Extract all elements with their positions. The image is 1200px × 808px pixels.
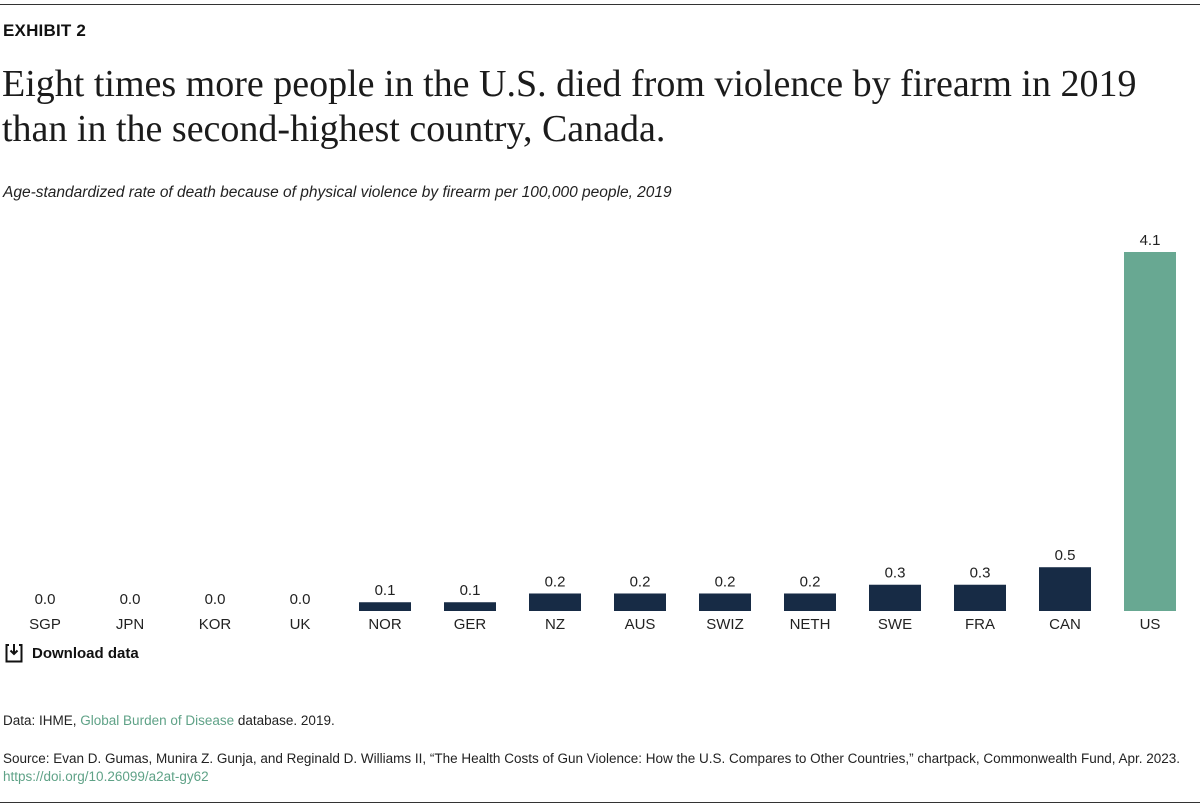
bar [699, 593, 751, 611]
value-label: 0.2 [715, 573, 736, 590]
download-icon [5, 644, 23, 663]
x-tick-label: SWE [878, 616, 912, 633]
download-label[interactable]: Download data [32, 644, 139, 662]
bar [954, 584, 1006, 611]
value-label: 0.0 [205, 591, 226, 608]
source-note: Source: Evan D. Gumas, Munira Z. Gunja, … [3, 750, 1193, 786]
data-note-prefix: Data: IHME, [3, 713, 81, 728]
source-link[interactable]: https://doi.org/10.26099/a2at-gy62 [3, 769, 209, 784]
top-rule [0, 4, 1200, 5]
x-tick-label: SGP [29, 616, 61, 633]
value-label: 0.2 [545, 573, 566, 590]
x-tick-label: US [1140, 616, 1161, 633]
x-tick-label: NOR [368, 616, 402, 633]
value-label: 0.0 [290, 591, 311, 608]
chart: SGP 0.0 JPN 0.0 KOR 0.0 UK 0.0 NOR 0.1 GER 0.1 NZ 0.2… [29, 232, 1176, 633]
download-button[interactable]: Download data [5, 643, 139, 663]
value-label: 0.0 [120, 591, 141, 608]
bar [784, 593, 836, 611]
value-label: 4.1 [1140, 232, 1161, 249]
exhibit-label: EXHIBIT 2 [3, 21, 87, 40]
data-note-link[interactable]: Global Burden of Disease [80, 713, 235, 728]
value-label: 0.0 [35, 591, 56, 608]
bar [1124, 252, 1176, 611]
bar [1039, 567, 1091, 611]
data-note-suffix: database. 2019. [234, 713, 335, 728]
x-tick-label: FRA [965, 616, 995, 633]
x-tick-label: GER [454, 616, 487, 633]
data-note: Data: IHME, Global Burden of Disease dat… [3, 712, 1193, 730]
value-label: 0.5 [1055, 547, 1076, 564]
x-tick-label: AUS [625, 616, 656, 633]
value-label: 0.2 [800, 573, 821, 590]
x-tick-label: UK [290, 616, 311, 633]
bar [529, 593, 581, 611]
value-label: 0.2 [630, 573, 651, 590]
value-label: 0.1 [460, 582, 481, 599]
value-label: 0.1 [375, 582, 396, 599]
bar [444, 602, 496, 611]
bar [614, 593, 666, 611]
x-tick-label: JPN [116, 616, 144, 633]
bottom-rule [0, 802, 1200, 803]
bar [869, 584, 921, 611]
chart-title: Eight times more people in the U.S. died… [2, 63, 1137, 150]
x-tick-label: NZ [545, 616, 565, 633]
x-tick-label: NETH [790, 616, 831, 633]
source-text: Source: Evan D. Gumas, Munira Z. Gunja, … [3, 751, 1181, 766]
chart-subtitle: Age-standardized rate of death because o… [3, 184, 672, 201]
value-label: 0.3 [885, 565, 906, 582]
x-tick-label: SWIZ [706, 616, 744, 633]
value-label: 0.3 [970, 565, 991, 582]
x-tick-label: KOR [199, 616, 232, 633]
x-tick-label: CAN [1049, 616, 1081, 633]
bar [359, 602, 411, 611]
